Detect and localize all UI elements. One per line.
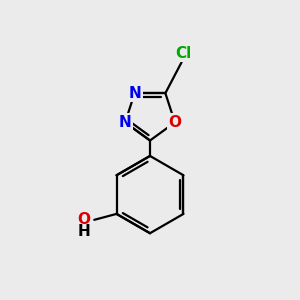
Text: Cl: Cl <box>175 46 191 61</box>
Text: O: O <box>168 115 182 130</box>
Text: O: O <box>77 212 90 227</box>
Text: N: N <box>128 86 141 101</box>
Text: N: N <box>119 115 131 130</box>
Text: H: H <box>77 224 90 238</box>
